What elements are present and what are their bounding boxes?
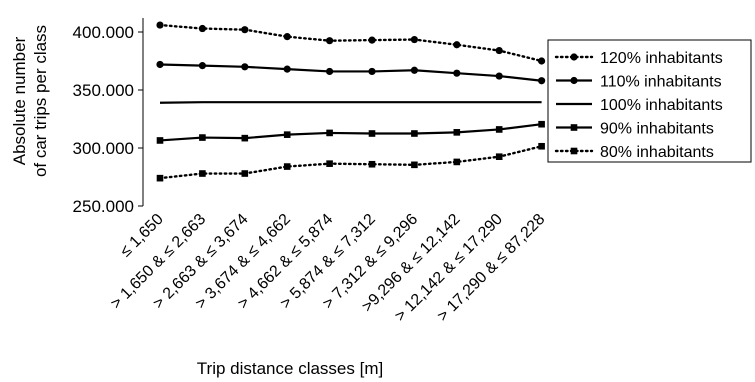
data-point xyxy=(538,142,545,150)
legend-label: 80% inhabitants xyxy=(600,144,714,161)
data-point xyxy=(241,26,249,34)
data-point xyxy=(283,163,291,170)
legend-marker xyxy=(570,147,578,155)
data-point xyxy=(368,36,376,44)
data-point xyxy=(326,160,333,167)
y-tick-label: 400.000 xyxy=(73,23,134,42)
y-tick-label: 350.000 xyxy=(73,81,134,100)
data-point xyxy=(368,130,376,137)
legend-marker xyxy=(570,124,578,131)
data-point xyxy=(538,57,546,65)
data-point xyxy=(198,62,206,70)
series-line xyxy=(159,123,542,142)
data-point xyxy=(411,130,418,137)
data-point xyxy=(495,46,503,55)
data-point xyxy=(326,129,333,137)
data-point xyxy=(241,134,249,142)
series-line xyxy=(158,145,543,180)
data-point xyxy=(495,153,503,160)
data-point xyxy=(453,69,461,77)
legend-label: 90% inhabitants xyxy=(600,121,714,138)
legend-label: 110% inhabitants xyxy=(600,74,722,91)
data-point xyxy=(453,158,461,166)
data-point xyxy=(156,21,164,29)
legend-entry: 80% inhabitants xyxy=(554,144,714,161)
legend-entry: 110% inhabitants xyxy=(556,74,722,91)
data-point xyxy=(156,174,164,182)
data-point xyxy=(368,67,376,76)
y-axis-title: Absolute number of car trips per class xyxy=(10,25,50,177)
legend: 120% inhabitants 110% inhabitants 100% inh… xyxy=(547,39,752,163)
series-2 xyxy=(156,60,546,85)
data-point xyxy=(156,60,164,69)
data-point xyxy=(495,126,503,133)
data-point xyxy=(198,24,206,33)
series-lines xyxy=(156,21,546,182)
data-point xyxy=(326,37,334,45)
data-point xyxy=(241,170,249,177)
series-1 xyxy=(156,21,546,65)
data-point xyxy=(199,170,206,177)
series-5 xyxy=(156,142,545,182)
data-point xyxy=(241,63,249,71)
legend-entry: 120% inhabitants xyxy=(554,50,723,67)
series-line xyxy=(159,101,542,104)
y-tick-labels: 250.000 300.000 350.000 400.000 xyxy=(73,23,143,216)
legend-marker xyxy=(570,76,578,85)
x-axis-title: Trip distance classes [m] xyxy=(197,359,383,378)
data-point xyxy=(453,129,461,136)
data-point xyxy=(368,160,376,168)
data-point xyxy=(410,66,418,74)
series-line xyxy=(159,63,542,82)
data-point xyxy=(283,65,291,73)
data-point xyxy=(495,72,503,80)
y-axis-title-line-1: Absolute number xyxy=(10,36,29,165)
legend-label: 100% inhabitants xyxy=(600,97,723,114)
data-point xyxy=(199,134,206,141)
series-3 xyxy=(159,101,542,104)
legend-label: 120% inhabitants xyxy=(600,50,723,67)
series-line xyxy=(158,23,543,63)
legend-entry: 100% inhabitants xyxy=(556,97,723,114)
data-point xyxy=(283,131,291,138)
data-point xyxy=(283,33,291,41)
data-point xyxy=(156,137,164,144)
y-tick-label: 300.000 xyxy=(73,139,134,158)
series-4 xyxy=(156,120,545,144)
x-tick-labels: ≤ 1,650> 1,650 & ≤ 2,663> 2,663 & ≤ 3,67… xyxy=(108,211,549,325)
data-point xyxy=(453,41,461,49)
data-point xyxy=(538,120,545,128)
data-point xyxy=(538,77,546,85)
data-point xyxy=(410,35,418,44)
data-point xyxy=(326,67,334,76)
legend-entry: 90% inhabitants xyxy=(556,121,714,138)
data-point xyxy=(411,161,418,169)
y-tick-label: 250.000 xyxy=(73,197,134,216)
legend-marker xyxy=(570,53,578,61)
y-axis-title-line-2: of car trips per class xyxy=(31,25,50,177)
legend-box xyxy=(547,39,752,163)
